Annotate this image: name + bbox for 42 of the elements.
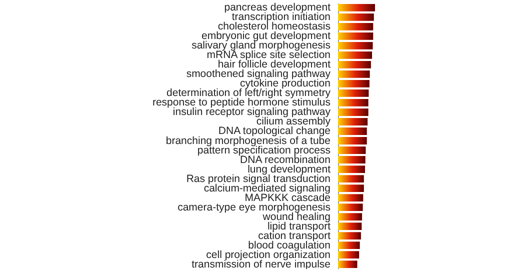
y-tick-label: lung development <box>248 163 331 176</box>
y-tick-label: blood coagulation <box>248 239 331 252</box>
y-tick-label: camera-type eye morphogenesis <box>178 201 330 214</box>
bar <box>338 60 371 68</box>
bar <box>338 51 372 59</box>
bar <box>338 260 358 268</box>
y-tick-label: smoothened signaling pathway <box>186 68 332 80</box>
bar <box>338 137 367 144</box>
bar <box>338 251 360 259</box>
bar <box>338 4 375 12</box>
bar <box>338 204 363 212</box>
bar <box>338 184 364 192</box>
bar <box>338 175 364 182</box>
bar <box>338 146 366 154</box>
bar <box>338 194 364 202</box>
bar <box>338 118 368 126</box>
bar <box>338 90 369 97</box>
bar <box>338 222 362 230</box>
bar <box>338 13 374 21</box>
y-tick-label: DNA recombination <box>240 154 331 166</box>
y-tick-label: DNA topological change <box>218 125 331 138</box>
bar <box>338 32 374 40</box>
y-tick-label: branching morphogenesis of a tube <box>166 134 331 147</box>
bar <box>338 166 366 173</box>
bar <box>338 213 362 221</box>
y-tick-label: pancreas development <box>224 2 331 14</box>
bar <box>338 108 368 116</box>
bar <box>338 42 373 50</box>
bar <box>338 99 368 106</box>
y-tick-label: Ras protein signal transduction <box>186 172 331 185</box>
bar <box>338 128 367 135</box>
y-tick-label: MAPKKK cascade <box>244 192 331 204</box>
y-tick-label: cytokine production <box>240 78 331 90</box>
bar <box>338 232 361 240</box>
bar <box>338 22 374 30</box>
bar <box>338 242 360 250</box>
y-tick-label: calcium-mediated signaling <box>204 182 331 194</box>
bar <box>338 156 366 164</box>
bar <box>338 70 370 78</box>
y-tick-label: embryonic gut development <box>202 30 331 42</box>
bar <box>338 80 370 88</box>
y-tick-label: cell projection organization <box>206 248 331 261</box>
